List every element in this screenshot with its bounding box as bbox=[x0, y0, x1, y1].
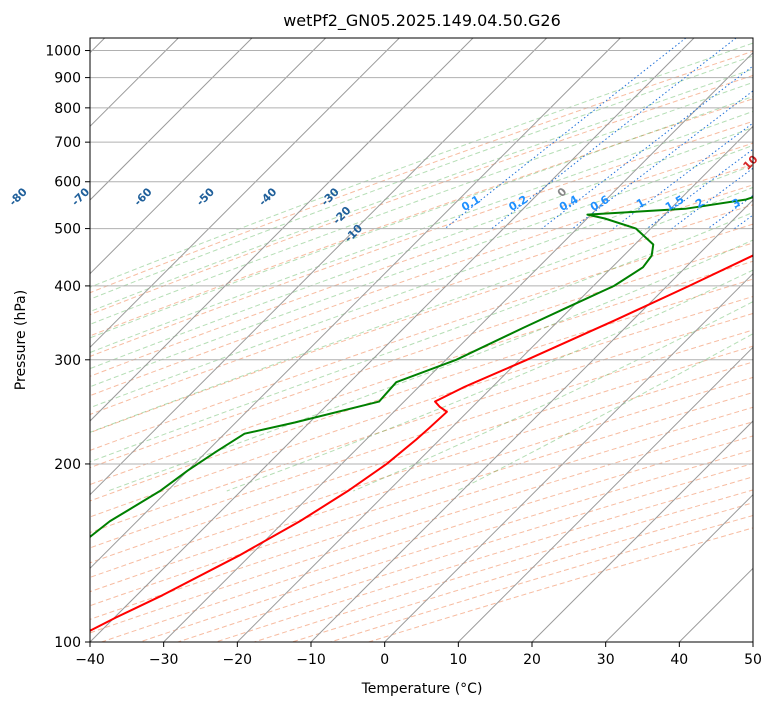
moist-adiabat-line bbox=[90, 55, 753, 300]
moist-adiabat-line bbox=[353, 301, 753, 492]
line-labels: 0.10.20.40.611.523-100-90-80-70-60-50-40… bbox=[7, 152, 761, 245]
series-layer bbox=[90, 196, 753, 632]
x-tick-label: −20 bbox=[223, 652, 253, 668]
isotherm-line bbox=[531, 420, 753, 642]
y-tick-label: 200 bbox=[54, 457, 81, 473]
moist-adiabat-line bbox=[456, 333, 753, 492]
moist-adiabat-line bbox=[90, 211, 753, 463]
isotherm-line bbox=[90, 38, 400, 349]
x-tick-label: 30 bbox=[597, 652, 615, 668]
isotherm-line bbox=[90, 38, 253, 201]
dry-adiabat-line bbox=[101, 435, 753, 642]
dry-adiabat-line bbox=[90, 204, 753, 434]
dry-adiabat-line bbox=[90, 278, 753, 502]
background-lines bbox=[90, 38, 753, 642]
dry-adiabat-label: -20 bbox=[330, 204, 353, 227]
x-tick-label: 20 bbox=[523, 652, 541, 668]
mixing-ratio-label: 0.2 bbox=[507, 193, 530, 214]
dry-adiabat-line bbox=[90, 345, 753, 564]
y-tick-label: 100 bbox=[54, 635, 81, 651]
x-axis-label: Temperature (°C) bbox=[361, 681, 483, 697]
dry-adiabat-line bbox=[292, 502, 753, 642]
dry-adiabat-line bbox=[90, 312, 753, 534]
plot-frame bbox=[89, 37, 754, 643]
dry-adiabat-label: -50 bbox=[194, 185, 217, 208]
x-tick-label: 10 bbox=[449, 652, 467, 668]
dry-adiabat-line bbox=[90, 329, 753, 549]
dry-adiabat-line bbox=[90, 361, 753, 578]
isotherm-line bbox=[90, 38, 621, 570]
mixing-ratio-label: 3 bbox=[730, 196, 743, 211]
mixing-ratio-label: 2 bbox=[693, 196, 706, 211]
moist-adiabat-line bbox=[90, 164, 753, 409]
x-tick-label: 50 bbox=[744, 652, 762, 668]
dry-adiabat-line bbox=[90, 98, 753, 337]
dry-adiabat-line bbox=[330, 514, 753, 642]
y-tick-label: 600 bbox=[54, 175, 81, 191]
mixing-ratio-line bbox=[541, 65, 753, 229]
dry-adiabat-label: -80 bbox=[7, 185, 30, 208]
isotherm-line bbox=[457, 346, 753, 642]
dry-adiabat-line bbox=[90, 184, 753, 415]
dry-adiabat-line bbox=[90, 376, 753, 593]
dry-adiabat-line bbox=[90, 260, 753, 486]
dry-adiabat-line bbox=[90, 142, 753, 377]
dry-adiabat-line bbox=[90, 163, 753, 397]
y-tick-label: 400 bbox=[54, 279, 81, 295]
x-tick-label: 40 bbox=[670, 652, 688, 668]
x-tick-label: −30 bbox=[149, 652, 179, 668]
chart-title: wetPf2_GN05.2025.149.04.50.G26 bbox=[283, 11, 561, 31]
isotherm-line bbox=[384, 272, 753, 642]
dry-adiabat-line bbox=[90, 74, 753, 316]
dry-adiabat-line bbox=[90, 242, 753, 469]
dry-adiabat-line bbox=[177, 462, 753, 642]
moist-adiabat-line bbox=[90, 127, 753, 370]
dewpoint-profile-line bbox=[90, 196, 753, 539]
y-tick-label: 1000 bbox=[45, 44, 81, 60]
isotherm-line bbox=[605, 493, 753, 642]
dry-adiabat-label: -60 bbox=[131, 185, 154, 208]
y-tick-label: 900 bbox=[54, 71, 81, 87]
x-tick-label: −40 bbox=[75, 652, 105, 668]
dry-adiabat-line bbox=[90, 391, 753, 607]
x-tick-label: −10 bbox=[296, 652, 326, 668]
y-tick-label: 800 bbox=[54, 101, 81, 117]
y-tick-label: 500 bbox=[54, 222, 81, 238]
mixing-ratio-line bbox=[572, 90, 753, 229]
isotherm-line bbox=[310, 199, 753, 642]
dry-adiabat-line bbox=[90, 50, 753, 294]
isotherm-line bbox=[90, 38, 695, 642]
y-axis-label: Pressure (hPa) bbox=[13, 290, 29, 390]
moist-adiabat-line bbox=[107, 239, 753, 492]
mixing-ratio-line bbox=[671, 167, 753, 229]
dry-adiabat-line bbox=[90, 295, 753, 518]
moist-adiabat-line bbox=[90, 110, 753, 354]
isotherm-line bbox=[90, 38, 474, 422]
isotherm-line bbox=[90, 38, 548, 496]
axes: −40 −30 −20 −10 0 10 20 30 40 50 100 200 300 400 500 60… bbox=[45, 44, 762, 669]
isotherm-line bbox=[90, 38, 327, 275]
moist-adiabat-line bbox=[90, 144, 753, 388]
moist-adiabat-line bbox=[90, 42, 753, 288]
isotherm-line bbox=[236, 125, 753, 642]
moist-adiabat-line bbox=[90, 95, 753, 339]
moist-adiabat-label: 10 bbox=[741, 152, 761, 172]
dry-adiabat-label: -40 bbox=[256, 185, 279, 208]
dry-adiabat-line bbox=[90, 120, 753, 357]
temperature-profile-line bbox=[90, 254, 753, 632]
moist-adiabat-line bbox=[90, 68, 753, 313]
isotherm-line bbox=[678, 567, 753, 642]
isotherm-line bbox=[752, 641, 753, 642]
y-tick-label: 700 bbox=[54, 135, 81, 151]
y-tick-label: 300 bbox=[54, 353, 81, 369]
x-tick-label: 0 bbox=[380, 652, 389, 668]
moist-adiabat-line bbox=[90, 81, 753, 325]
dry-adiabat-line bbox=[90, 223, 753, 451]
